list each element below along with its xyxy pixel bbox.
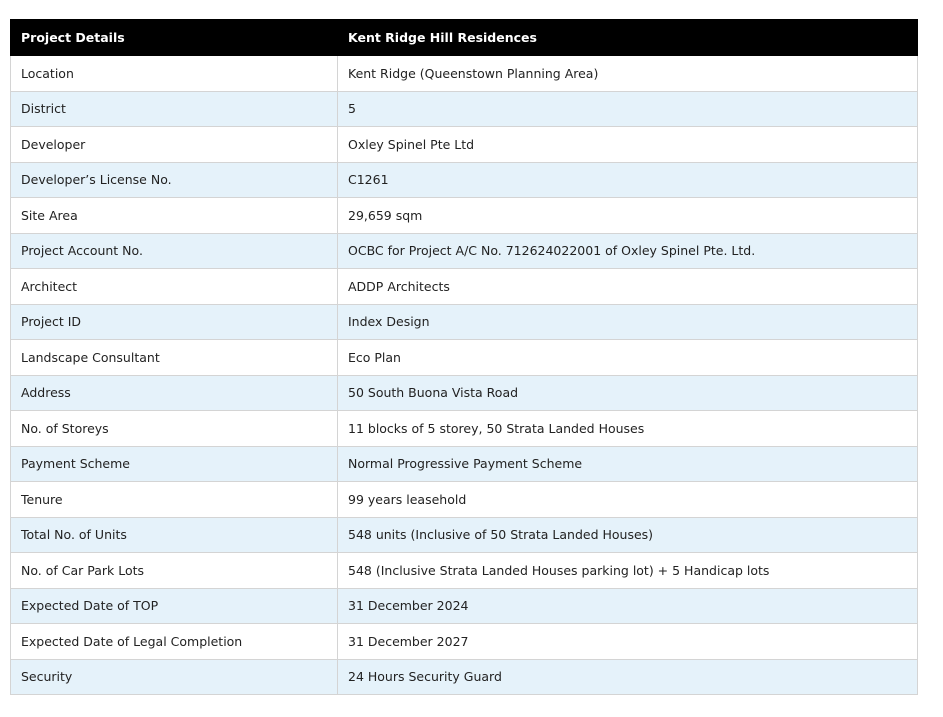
value-cell: 548 units (Inclusive of 50 Strata Landed…	[337, 516, 918, 553]
value-cell: 29,659 sqm	[337, 197, 918, 234]
value-cell: 50 South Buona Vista Road	[337, 374, 918, 411]
label-cell: Architect	[10, 268, 338, 305]
table-row: Expected Date of Legal Completion 31 Dece…	[10, 623, 918, 660]
table-row: Project ID Index Design	[10, 303, 918, 340]
table-row: Project Account No. OCBC for Project A/C …	[10, 232, 918, 269]
table-row: Landscape Consultant Eco Plan	[10, 339, 918, 376]
label-cell: No. of Car Park Lots	[10, 552, 338, 589]
value-cell: 548 (Inclusive Strata Landed Houses park…	[337, 552, 918, 589]
table-row: Security 24 Hours Security Guard	[10, 658, 918, 695]
label-cell: Tenure	[10, 481, 338, 518]
label-cell: Total No. of Units	[10, 516, 338, 553]
table-row: Tenure 99 years leasehold	[10, 481, 918, 518]
label-cell: Payment Scheme	[10, 445, 338, 482]
value-cell: 31 December 2027	[337, 623, 918, 660]
value-cell: Normal Progressive Payment Scheme	[337, 445, 918, 482]
table-row: Developer Oxley Spinel Pte Ltd	[10, 126, 918, 163]
label-cell: Developer’s License No.	[10, 161, 338, 198]
table-row: District 5	[10, 90, 918, 127]
value-cell: 11 blocks of 5 storey, 50 Strata Landed …	[337, 410, 918, 447]
table-body: Location Kent Ridge (Queenstown Planning …	[10, 55, 918, 695]
value-cell: Index Design	[337, 303, 918, 340]
value-cell: 24 Hours Security Guard	[337, 658, 918, 695]
value-cell: Kent Ridge (Queenstown Planning Area)	[337, 55, 918, 92]
table-row: Payment Scheme Normal Progressive Payment…	[10, 445, 918, 482]
value-cell: 99 years leasehold	[337, 481, 918, 518]
label-cell: Site Area	[10, 197, 338, 234]
value-cell: 31 December 2024	[337, 587, 918, 624]
label-cell: District	[10, 90, 338, 127]
table-row: Architect ADDP Architects	[10, 268, 918, 305]
details-table: Project Details Kent Ridge Hill Residence…	[10, 19, 918, 695]
table-row: Total No. of Units 548 units (Inclusive o…	[10, 516, 918, 553]
table-row: No. of Storeys 11 blocks of 5 storey, 50 …	[10, 410, 918, 447]
label-cell: Project Account No.	[10, 232, 338, 269]
header-cell: Kent Ridge Hill Residences	[337, 19, 918, 56]
header-cell: Project Details	[10, 19, 338, 56]
value-cell: OCBC for Project A/C No. 712624022001 of…	[337, 232, 918, 269]
value-cell: 5	[337, 90, 918, 127]
label-cell: Expected Date of TOP	[10, 587, 338, 624]
label-cell: Address	[10, 374, 338, 411]
label-cell: Expected Date of Legal Completion	[10, 623, 338, 660]
label-cell: Developer	[10, 126, 338, 163]
table-row: No. of Car Park Lots 548 (Inclusive Strat…	[10, 552, 918, 589]
label-cell: Landscape Consultant	[10, 339, 338, 376]
table-row: Location Kent Ridge (Queenstown Planning …	[10, 55, 918, 92]
table-row: Expected Date of TOP 31 December 2024	[10, 587, 918, 624]
value-cell: ADDP Architects	[337, 268, 918, 305]
value-cell: Eco Plan	[337, 339, 918, 376]
label-cell: Project ID	[10, 303, 338, 340]
value-cell: Oxley Spinel Pte Ltd	[337, 126, 918, 163]
label-cell: Location	[10, 55, 338, 92]
value-cell: C1261	[337, 161, 918, 198]
table-row: Site Area 29,659 sqm	[10, 197, 918, 234]
header-row: Project Details Kent Ridge Hill Residence…	[10, 19, 918, 56]
label-cell: Security	[10, 658, 338, 695]
table-row: Address 50 South Buona Vista Road	[10, 374, 918, 411]
label-cell: No. of Storeys	[10, 410, 338, 447]
table-head: Project Details Kent Ridge Hill Residence…	[10, 19, 918, 56]
table-wrapper: Project Details Kent Ridge Hill Residence…	[10, 19, 918, 695]
table-row: Developer’s License No. C1261	[10, 161, 918, 198]
